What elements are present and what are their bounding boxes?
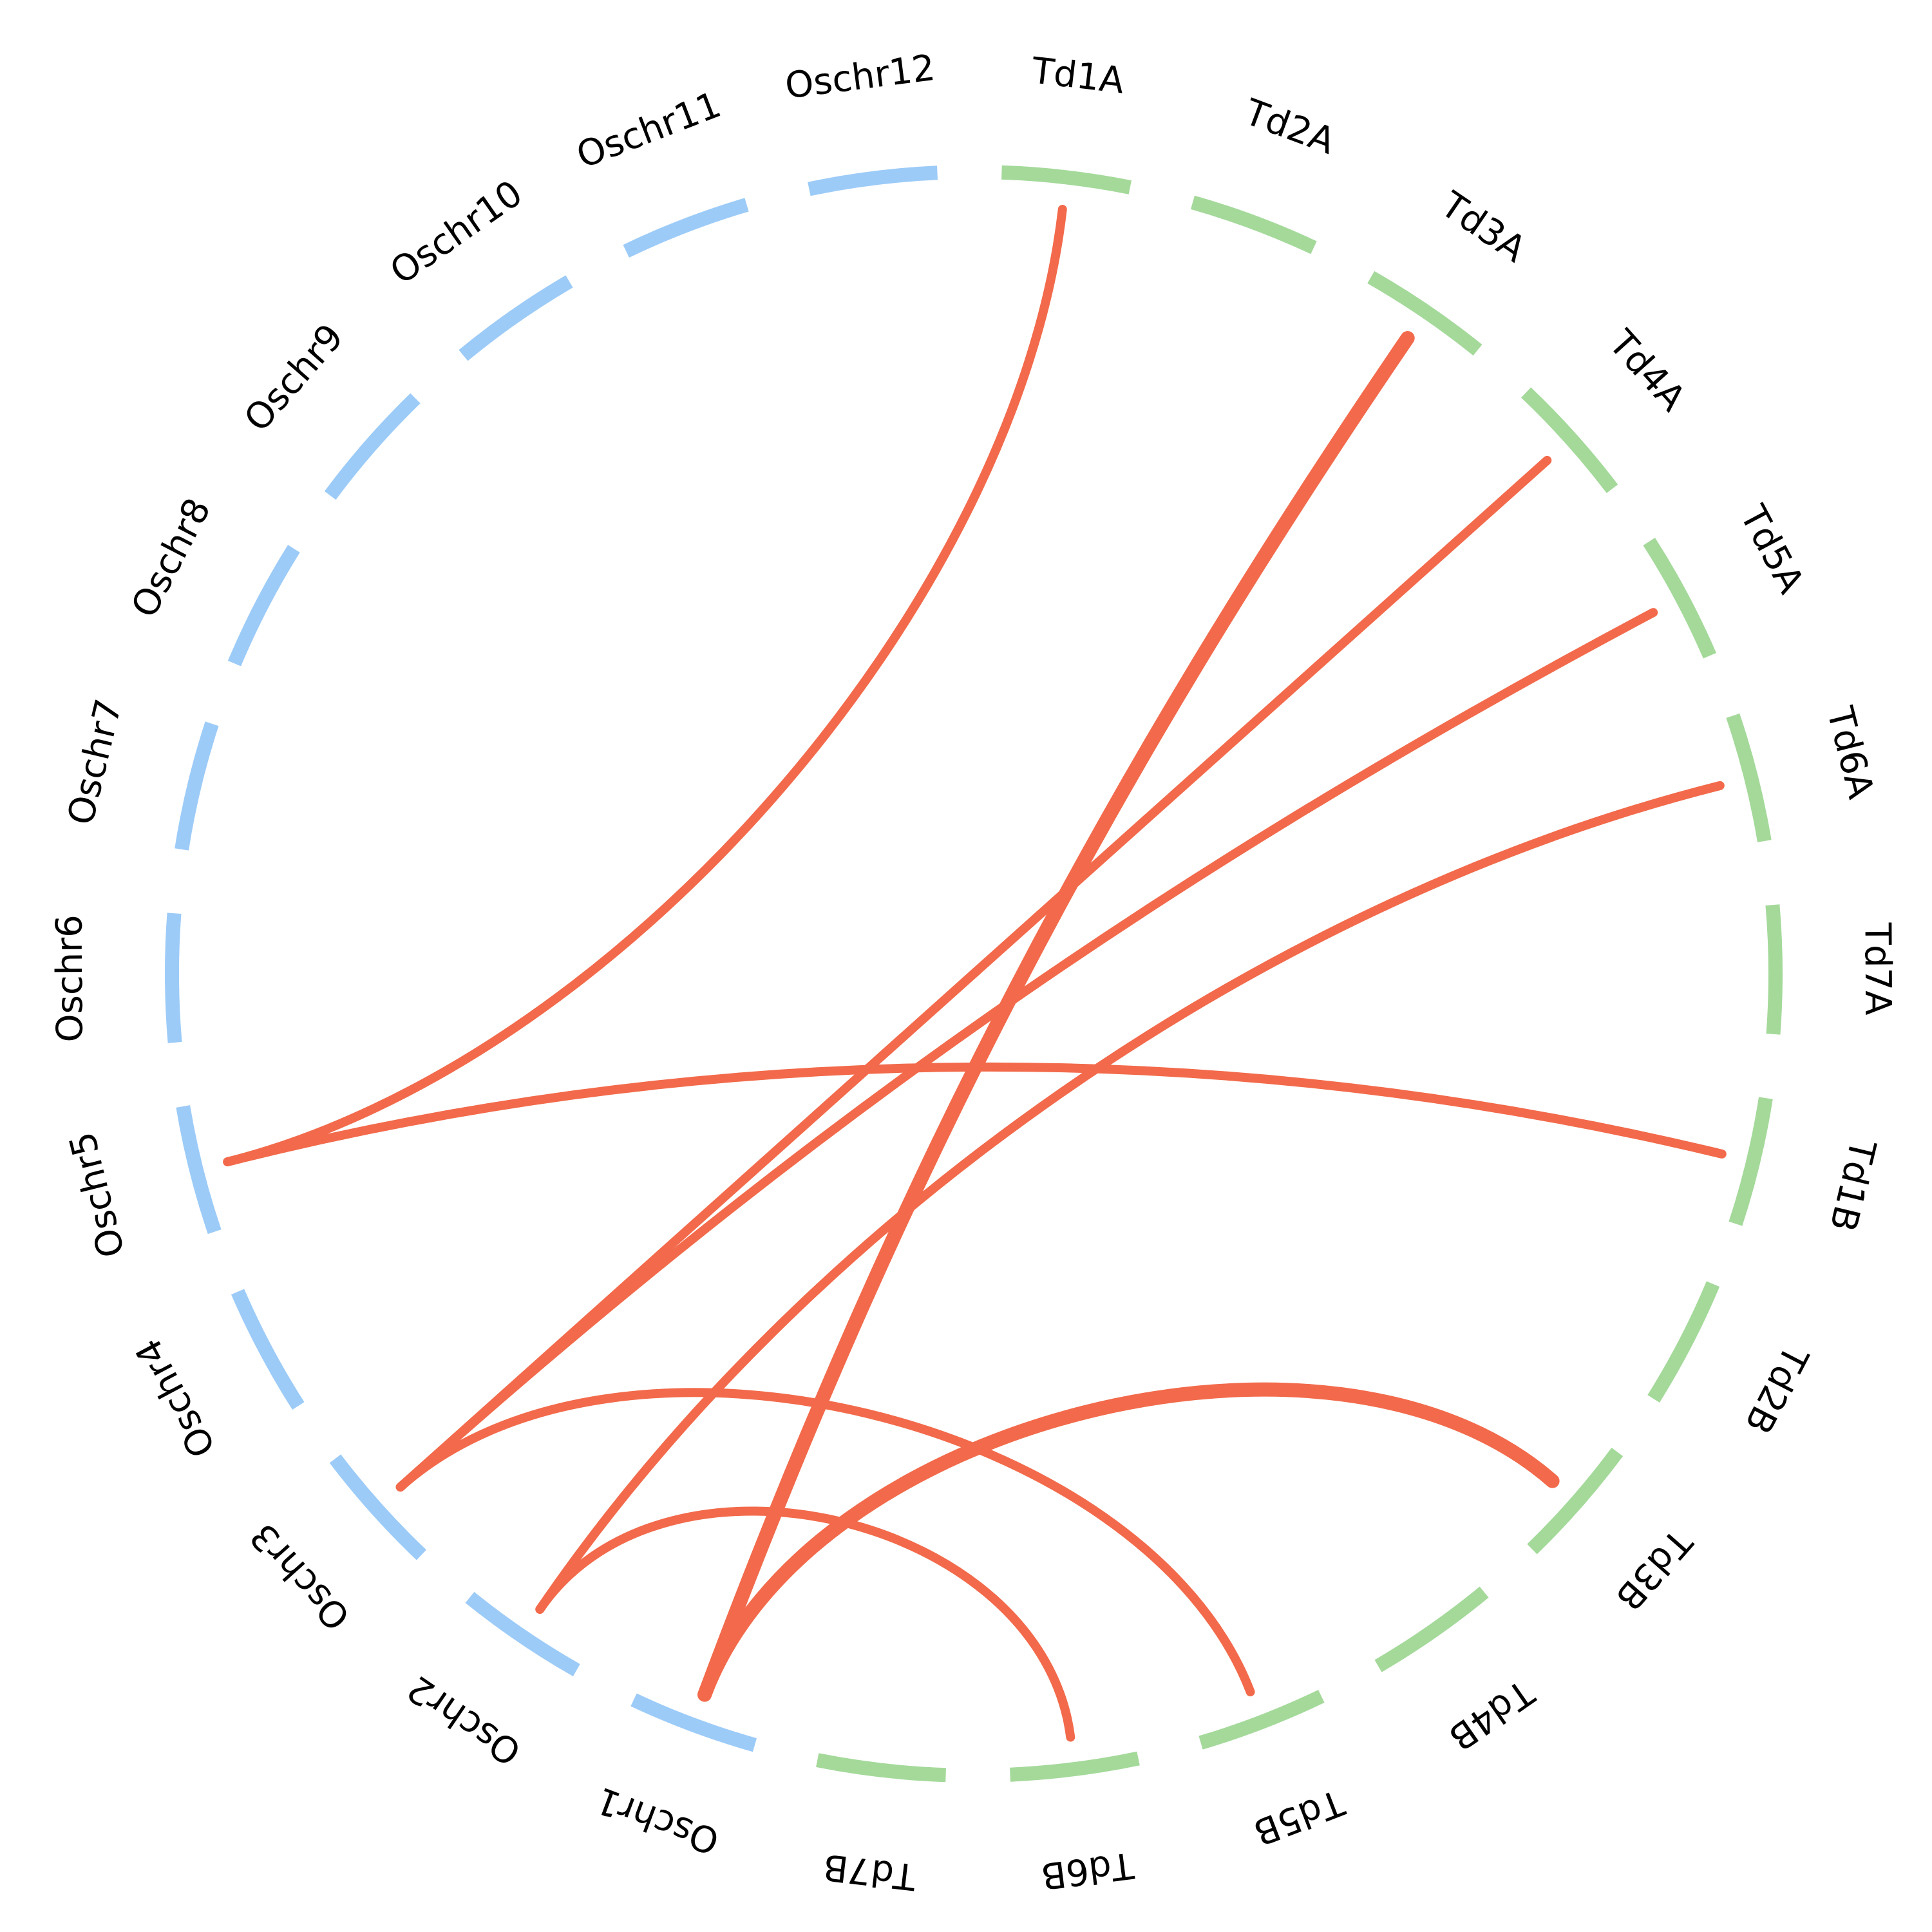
label-oschr10: Oschr10 (383, 173, 530, 293)
segment-td2b (1647, 1281, 1720, 1403)
label-oschr12: Oschr12 (783, 47, 938, 108)
label-td3b: Td3B (1607, 1520, 1700, 1618)
segment-td5a (1643, 537, 1716, 659)
synteny-links (223, 205, 1727, 1742)
chromosome-ring (165, 165, 1783, 1783)
label-td5b: Td5B (1248, 1781, 1350, 1853)
segment-oschr10 (459, 275, 573, 361)
segment-oschr8 (227, 545, 300, 667)
label-td7b: Td7B (821, 1845, 918, 1897)
label-oschr2: Oschr2 (400, 1667, 529, 1773)
segment-td4b (1374, 1586, 1489, 1672)
label-td2b: Td2B (1736, 1338, 1816, 1440)
segment-oschr11 (623, 198, 749, 258)
label-td7a: Td7A (1856, 922, 1899, 1016)
segment-oschr2 (465, 1591, 580, 1677)
link-oschr1-td3a (697, 331, 1415, 1702)
label-td1b: Td1B (1821, 1135, 1884, 1235)
link-oschr5-td1a (223, 205, 1067, 1167)
segment-td6a (1726, 713, 1772, 842)
link-oschr3-td5b (395, 1388, 1255, 1697)
segment-oschr12 (808, 166, 938, 196)
link-oschr2-td6a (535, 781, 1725, 1614)
link-oschr1-td3b (697, 1382, 1560, 1702)
label-oschr11: Oschr11 (571, 84, 727, 177)
link-oschr3-td5a (395, 608, 1658, 1492)
segment-td5b (1198, 1689, 1325, 1750)
label-oschr1: Oschr1 (591, 1779, 724, 1862)
segment-td7a (1765, 904, 1783, 1035)
label-td3a: Td3A (1433, 184, 1533, 270)
segment-oschr1 (630, 1693, 757, 1752)
label-oschr6: Oschr6 (49, 914, 91, 1043)
segment-oschr5 (176, 1105, 222, 1235)
segment-oschr9 (324, 393, 421, 500)
label-td1a: Td1A (1029, 50, 1126, 102)
segment-oschr7 (175, 721, 219, 851)
label-td6b: Td6B (1039, 1844, 1137, 1897)
label-td4b: Td4B (1441, 1671, 1542, 1758)
label-td5a: Td5A (1731, 498, 1812, 600)
label-td6a: Td6A (1818, 702, 1881, 802)
segment-oschr6 (165, 913, 182, 1043)
segment-td2a (1190, 195, 1317, 254)
segment-td6b (1010, 1751, 1140, 1782)
segment-td1b (1728, 1097, 1773, 1226)
segment-td7b (816, 1753, 946, 1783)
segment-oschr3 (329, 1454, 426, 1560)
segment-td4a (1521, 387, 1618, 493)
segment-td3a (1367, 270, 1482, 356)
segment-td1a (1001, 165, 1132, 194)
label-oschr4: Oschr4 (128, 1332, 224, 1464)
label-oschr7: Oschr7 (60, 695, 131, 829)
label-td4a: Td4A (1600, 322, 1694, 419)
label-oschr3: Oschr3 (242, 1515, 359, 1638)
segment-oschr4 (231, 1289, 305, 1410)
label-oschr8: Oschr8 (124, 491, 220, 624)
label-oschr9: Oschr9 (236, 316, 352, 440)
segment-td3b (1527, 1448, 1624, 1555)
label-td2a: Td2A (1238, 91, 1340, 163)
label-oschr5: Oschr5 (62, 1128, 133, 1262)
